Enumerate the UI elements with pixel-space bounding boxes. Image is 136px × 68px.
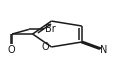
Text: Br: Br [45,24,56,34]
Text: O: O [8,45,15,55]
Text: O: O [42,42,49,52]
Text: N: N [100,45,107,55]
